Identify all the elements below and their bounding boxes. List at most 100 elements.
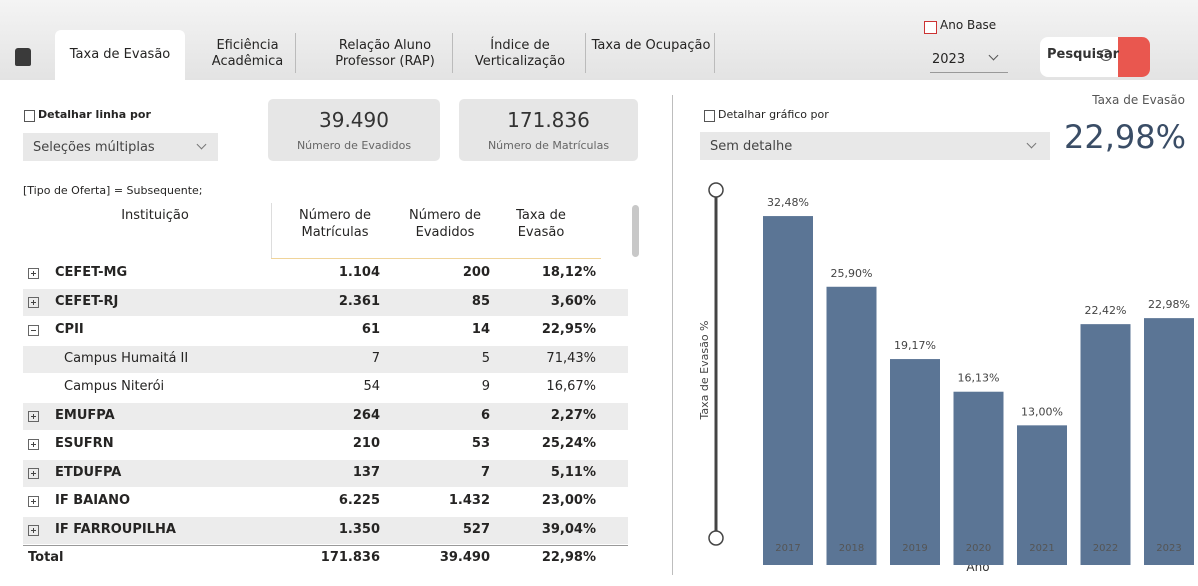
x-tick-label: 2022 (1093, 543, 1118, 554)
expand-icon-v (33, 527, 34, 533)
x-tick-label: 2023 (1156, 543, 1181, 554)
cell: 3,60% (550, 293, 596, 309)
total-name: Total (28, 550, 64, 565)
calendar-icon (924, 21, 937, 34)
rate-label: Taxa de Evasão (1092, 93, 1185, 107)
cell: 7 (480, 464, 490, 480)
cell: 54 (363, 379, 380, 394)
tab[interactable]: Relação Aluno Professor (RAP) (335, 38, 435, 69)
bar (953, 391, 1004, 565)
kpi-label: Número de Evadidos (296, 139, 412, 152)
filter-icon (704, 110, 715, 122)
column-divider (271, 203, 272, 258)
y-axis-label: Taxa de Evasão % (698, 321, 711, 421)
row-name: CPII (55, 322, 84, 337)
active-tab-bg (55, 30, 185, 80)
cell: 2.361 (338, 293, 380, 309)
expand-icon-v (33, 413, 34, 419)
data-label: 22,42% (1085, 304, 1127, 317)
total-cell: 22,98% (541, 550, 596, 565)
cell: 2,27% (550, 407, 596, 423)
row-name: CEFET-MG (55, 265, 128, 280)
filter-label: Detalhar gráfico por (718, 108, 829, 121)
expand-icon-v (33, 499, 34, 504)
x-tick-label: 2017 (775, 543, 800, 554)
expand-icon (28, 524, 39, 536)
cell: 23,00% (541, 493, 596, 508)
row-name: IF FARROUPILHA (55, 521, 176, 537)
expand-icon-v (33, 299, 34, 305)
kpi-card (459, 99, 638, 161)
data-label: 32,48% (767, 196, 809, 209)
cell: 39,04% (541, 521, 596, 537)
kpi-value: 39.490 (319, 108, 389, 132)
expand-icon (28, 439, 39, 450)
row-band (23, 345, 628, 373)
slider-handle (708, 530, 724, 546)
total-cell: 171.836 (320, 550, 380, 565)
row-name: EMUFPA (55, 407, 115, 423)
cell: 71,43% (546, 350, 596, 366)
bar (890, 359, 940, 565)
expand-icon (28, 268, 39, 279)
tab-separator (714, 33, 715, 73)
cell: 200 (462, 265, 490, 280)
row-name: Campus Niterói (64, 379, 165, 394)
expand-icon-v (33, 470, 34, 476)
data-label: 16,13% (958, 372, 1000, 385)
cell: 22,95% (541, 322, 596, 337)
row-name: CEFET-RJ (55, 293, 119, 309)
search-label[interactable]: Pesquisar (1047, 47, 1120, 62)
cell: 6 (480, 407, 490, 423)
cell: 6.225 (338, 493, 380, 508)
tab[interactable]: Eficiência Acadêmica (211, 38, 284, 69)
cell: 5,11% (550, 464, 596, 480)
cell: 137 (352, 464, 380, 480)
slider-handle (708, 182, 724, 198)
bar (763, 216, 813, 565)
filter-note: [Tipo de Oferta] = Subsequente; (23, 184, 203, 197)
total-cell: 39.490 (439, 550, 490, 565)
chart-dropdown[interactable]: Sem detalhe (700, 132, 1050, 160)
kpi-card (268, 99, 440, 161)
tab[interactable]: Taxa de Evasão (69, 47, 171, 62)
column-header: Instituição (121, 208, 189, 223)
x-tick-label: 2019 (902, 543, 927, 554)
bar (1080, 324, 1131, 565)
cell: 14 (471, 322, 490, 337)
cell: 53 (471, 436, 490, 451)
cell: 264 (352, 407, 380, 423)
cell: 1.350 (338, 521, 380, 537)
scrollbar (632, 205, 639, 257)
rate-value: 22,98% (1063, 118, 1186, 156)
total-line (23, 545, 628, 546)
data-label: 19,17% (894, 339, 936, 352)
expand-icon (28, 325, 39, 336)
x-tick-label: 2018 (839, 543, 864, 554)
header-underline (271, 258, 601, 259)
tab[interactable]: Taxa de Ocupação (591, 38, 711, 53)
tab[interactable]: Índice de Verticalização (474, 38, 566, 69)
row-name: ESUFRN (55, 436, 114, 451)
filter-dropdown[interactable]: Seleções múltiplas (23, 133, 218, 161)
row-name: Campus Humaitá II (64, 350, 189, 366)
year-dropdown[interactable]: 2023 (930, 52, 1008, 73)
bar (1144, 318, 1194, 565)
x-tick-label: 2021 (1029, 543, 1054, 554)
row-band (23, 402, 628, 430)
cell: 7 (371, 350, 380, 366)
cell: 5 (481, 350, 490, 366)
tab-separator (585, 33, 586, 73)
cell: 1.104 (338, 265, 380, 280)
cell: 527 (462, 521, 490, 537)
expand-icon-v (33, 442, 34, 447)
clear-button[interactable] (1118, 37, 1150, 77)
cell: 16,67% (546, 379, 596, 394)
column-header: Taxa de Evasão (516, 208, 566, 240)
app-icon (15, 48, 31, 66)
expand-icon (28, 296, 39, 308)
row-name: IF BAIANO (55, 493, 131, 508)
kpi-value: 171.836 (507, 108, 590, 132)
tab-separator (295, 33, 296, 73)
